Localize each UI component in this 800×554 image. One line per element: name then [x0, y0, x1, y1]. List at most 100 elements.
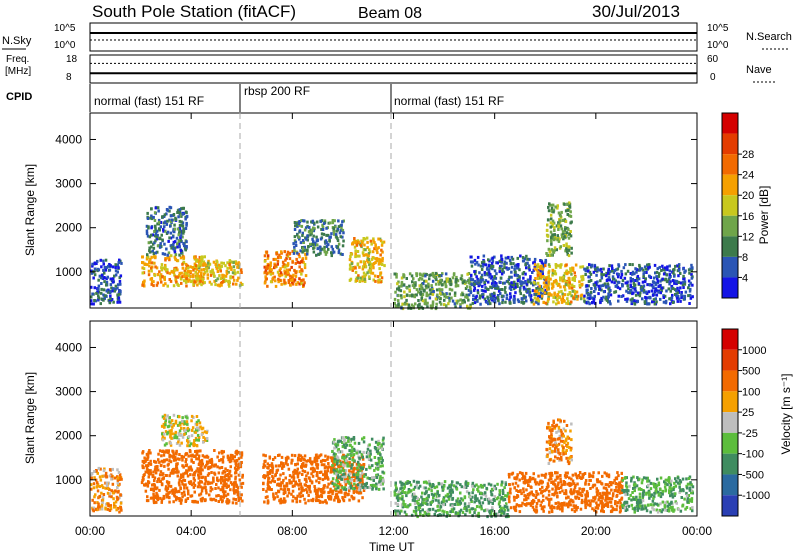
velocity-cell	[211, 463, 214, 467]
velocity-cell	[195, 444, 199, 448]
power-cell	[613, 290, 616, 294]
velocity-cell	[500, 506, 503, 510]
power-cell	[113, 289, 117, 293]
power-cell	[224, 264, 227, 268]
power-cell	[452, 273, 456, 277]
power-cell	[294, 261, 297, 265]
velocity-cell	[490, 487, 494, 491]
power-cell	[319, 248, 322, 252]
power-cell	[451, 299, 455, 303]
power-cell	[553, 233, 556, 237]
velocity-cell	[165, 480, 169, 484]
power-cell	[143, 262, 147, 266]
power-cell	[607, 295, 610, 299]
station-title: South Pole Station (fitACF)	[92, 2, 296, 21]
velocity-cell	[170, 429, 173, 432]
power-cell	[656, 279, 659, 283]
velocity-cell	[282, 478, 285, 482]
power-cell	[270, 268, 273, 272]
velocity-cell	[433, 486, 437, 490]
velocity-cell	[479, 483, 483, 487]
power-cell	[211, 269, 214, 272]
velocity-cell	[450, 483, 453, 487]
power-cell	[626, 284, 629, 288]
power-cell	[586, 269, 590, 273]
velocity-cell	[354, 483, 358, 487]
velocity-cell	[276, 468, 280, 472]
velocity-cell	[341, 466, 345, 470]
velocity-cell	[464, 486, 468, 489]
velocity-cell	[329, 495, 333, 499]
velocity-cell	[224, 484, 227, 488]
power-cell	[567, 245, 570, 249]
power-cell	[548, 254, 552, 257]
power-cell	[302, 283, 305, 287]
velocity-cell	[165, 449, 168, 453]
velocity-cell	[329, 497, 333, 501]
power-cell	[183, 279, 186, 283]
power-cell	[539, 275, 543, 279]
velocity-cell	[376, 451, 380, 455]
velocity-cell	[110, 495, 113, 499]
velocity-cell	[372, 484, 376, 487]
power-cell	[595, 268, 598, 272]
power-cell	[150, 277, 154, 280]
velocity-cell	[329, 487, 332, 491]
power-cell	[518, 276, 521, 280]
power-cell	[469, 285, 472, 289]
velocity-cell	[196, 500, 199, 504]
velocity-cell	[295, 500, 298, 504]
power-cell	[413, 286, 416, 290]
power-cell	[529, 294, 533, 298]
power-cell	[325, 245, 329, 248]
velocity-cell	[241, 475, 244, 479]
power-cell	[540, 264, 543, 268]
velocity-cell	[152, 487, 156, 491]
power-cell	[605, 279, 609, 282]
velocity-cell	[164, 421, 167, 425]
velocity-cell	[362, 463, 365, 466]
power-cell	[414, 293, 418, 297]
power-cell	[185, 214, 189, 218]
power-cell	[325, 250, 329, 254]
power-cell	[560, 298, 563, 302]
velocity-cell	[186, 439, 189, 443]
power-cell	[172, 235, 175, 239]
velocity-cell	[110, 489, 113, 493]
velocity-cell	[453, 503, 457, 506]
velocity-cell	[350, 453, 353, 457]
velocity-cell	[164, 419, 167, 423]
velocity-cell	[288, 481, 291, 485]
power-cell	[116, 286, 119, 290]
power-cell	[629, 276, 632, 280]
power-cell	[150, 282, 153, 286]
velocity-cell	[149, 462, 153, 466]
power-cell	[269, 261, 272, 265]
velocity-cell	[116, 486, 119, 489]
power-cell	[570, 286, 574, 290]
power-cell	[493, 280, 497, 284]
velocity-cell	[356, 466, 359, 470]
power-cell	[156, 250, 159, 254]
power-cell	[274, 279, 277, 283]
velocity-cell	[346, 453, 350, 457]
power-cell	[173, 268, 177, 272]
power-cell	[605, 271, 608, 275]
power-cell	[146, 217, 150, 220]
velocity-cell	[468, 510, 472, 514]
velocity-cell	[348, 457, 351, 461]
velocity-cell	[463, 507, 466, 511]
velocity-cell	[195, 428, 198, 432]
power-cell	[635, 276, 639, 280]
power-cell	[273, 266, 276, 270]
power-cell	[632, 281, 636, 285]
power-cell	[341, 220, 344, 224]
velocity-cell	[183, 420, 186, 424]
power-cell	[271, 276, 275, 280]
power-cell	[173, 250, 177, 254]
velocity-cell	[197, 473, 200, 477]
power-cell	[235, 262, 238, 266]
power-cell	[561, 230, 565, 234]
power-cell	[683, 277, 686, 281]
velocity-cell	[364, 473, 367, 477]
